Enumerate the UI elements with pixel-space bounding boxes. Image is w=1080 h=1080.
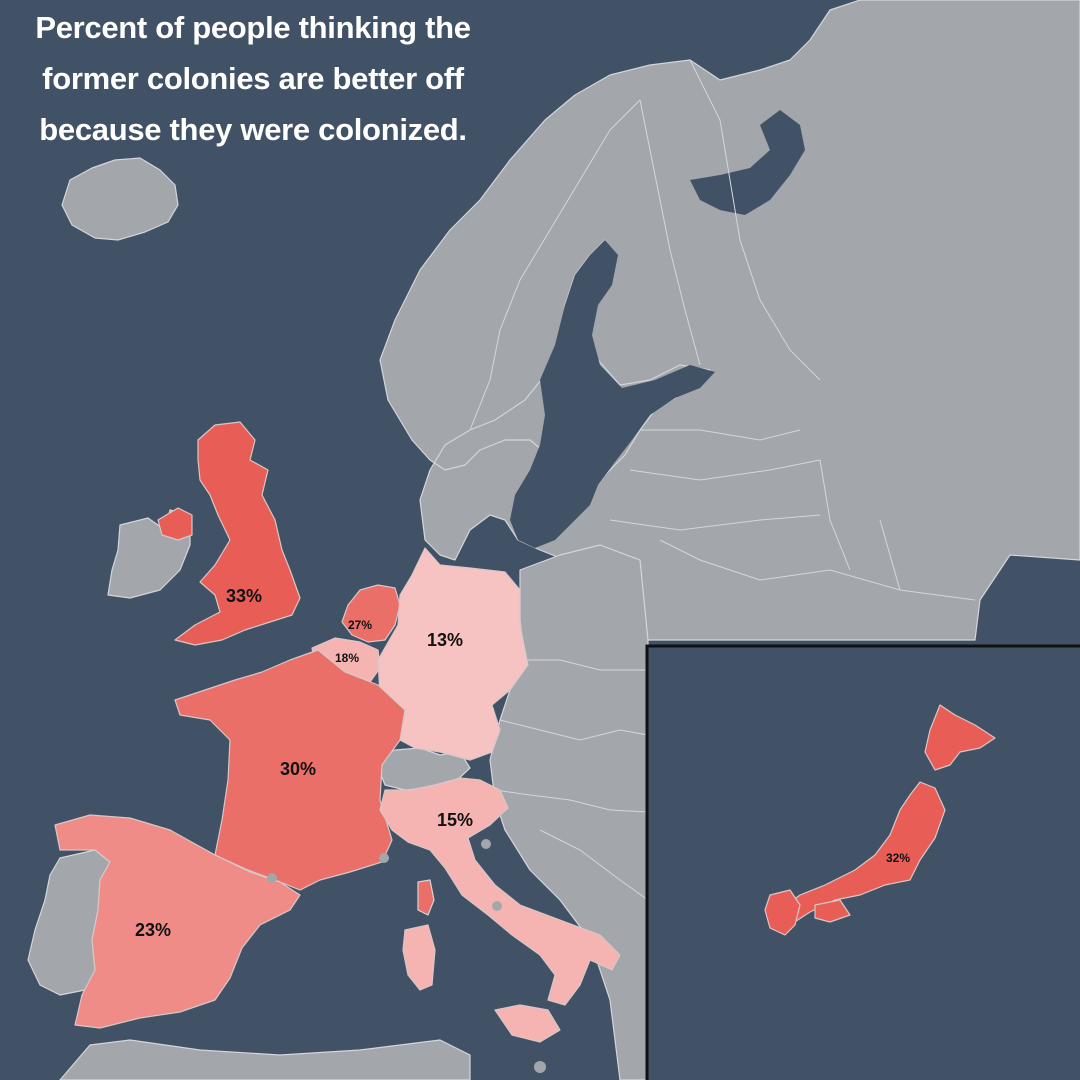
country-japan-shikoku: [814, 899, 851, 923]
label-france: 30%: [280, 759, 316, 779]
border-baltics: [609, 429, 821, 531]
country-france: [174, 649, 406, 891]
iceland: [61, 157, 179, 241]
baltic-sea: [510, 240, 715, 548]
corsica: [417, 879, 435, 916]
country-spain: [54, 814, 301, 1029]
country-italy-sicily: [494, 1004, 561, 1043]
label-uk: 33%: [226, 586, 262, 606]
border-norway-sweden: [469, 99, 641, 431]
country-netherlands: [341, 584, 401, 643]
map-title: Percent of people thinking the former co…: [35, 10, 471, 147]
border-poland-east: [659, 539, 976, 601]
country-japan-hokkaido: [924, 704, 996, 771]
label-netherlands: 27%: [348, 618, 372, 632]
city-dots: [267, 757, 546, 1073]
border-sweden-finland: [639, 99, 701, 366]
north-africa: [59, 1039, 471, 1080]
border-finland-russia: [689, 59, 821, 381]
border-belarus-ukraine: [819, 459, 901, 591]
switzerland: [374, 747, 471, 791]
white-sea: [690, 110, 805, 215]
label-japan: 32%: [886, 851, 910, 865]
country-northern-ireland: [157, 507, 193, 541]
label-germany: 13%: [427, 630, 463, 650]
border-central: [494, 659, 649, 901]
country-uk: [174, 421, 301, 646]
label-italy: 15%: [437, 810, 473, 830]
country-italy-sardinia: [402, 924, 436, 991]
country-japan-kyushu: [764, 889, 801, 936]
label-spain: 23%: [135, 920, 171, 940]
country-italy: [379, 777, 621, 1006]
label-belgium: 18%: [335, 651, 359, 665]
country-japan-honshu: [779, 781, 946, 926]
country-germany: [377, 547, 529, 761]
